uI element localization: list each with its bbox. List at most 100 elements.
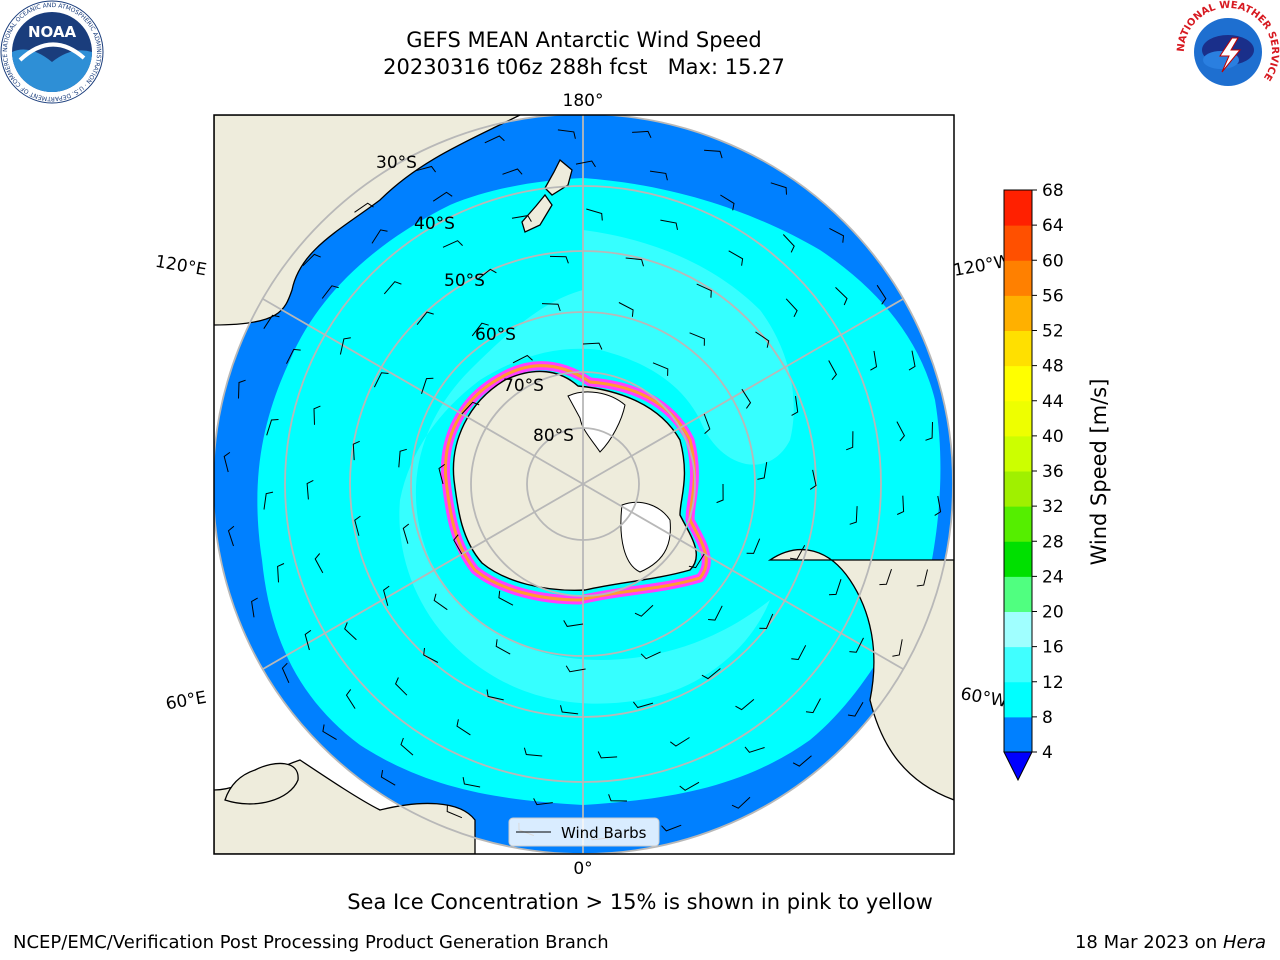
lon-label-120w: 120°W (952, 251, 1013, 281)
wind-barb (354, 515, 361, 536)
wind-barb (456, 719, 471, 736)
wind-barb (791, 645, 807, 661)
map-legend: Wind Barbs (508, 817, 660, 847)
wind-barb (416, 311, 434, 326)
madagascar-land (224, 762, 299, 805)
wind-barb (523, 747, 543, 757)
sea-ice-core (443, 364, 708, 602)
wind-barb (266, 419, 279, 436)
colorbar-tick-label: 28 (1042, 532, 1064, 552)
wind-barb (586, 208, 603, 221)
wind-barb (511, 215, 532, 222)
noaa-logo: NOAA NATIONAL OCEANIC AND ATMOSPHERIC AD… (0, 0, 104, 104)
wind-barb (344, 622, 357, 641)
lon-label-120e: 120°E (154, 252, 208, 281)
wind-barb (708, 605, 723, 621)
wind-barb (223, 451, 231, 473)
wind-barb (398, 448, 407, 468)
lon-label-60e: 60°E (164, 688, 208, 715)
wind-barb (835, 287, 848, 306)
wind-barb (625, 257, 644, 267)
wind-barb (720, 194, 735, 211)
colorbar-tick-label: 48 (1042, 357, 1064, 377)
wind-barb (846, 431, 854, 451)
colorbar-band (1004, 471, 1032, 507)
footer-machine: Hera (1222, 932, 1266, 953)
colorbar-tick-label: 44 (1042, 392, 1064, 412)
sea-ice-caption: Sea Ice Concentration > 15% is shown in … (347, 890, 933, 914)
wind-barb (402, 523, 410, 544)
wind-barb (339, 337, 351, 355)
wind-barb (263, 491, 274, 510)
wind-barb (423, 647, 439, 663)
wind-barb (689, 332, 705, 346)
wind-barb (415, 165, 437, 173)
wind-barb (352, 440, 360, 461)
wind-barb (879, 568, 892, 586)
wind-barb (565, 665, 586, 673)
wind-barb (916, 569, 928, 587)
wind-barb (314, 553, 324, 574)
wind-barb (263, 314, 280, 329)
wind-barb (304, 629, 312, 651)
wind-barb (575, 160, 596, 168)
wind-barb (354, 202, 374, 213)
wind-barb (453, 534, 463, 555)
wind-barb (670, 737, 690, 747)
colorbar-band (1004, 541, 1032, 577)
wind-barb (582, 342, 603, 350)
colorbar-tick-label: 36 (1042, 462, 1064, 482)
wind-barb (679, 781, 700, 791)
wind-barb (618, 302, 634, 317)
wind-barb (383, 281, 402, 295)
wind-barb (238, 379, 246, 399)
wind-barb (847, 702, 864, 717)
wind-barb (549, 255, 569, 264)
wind-barb (345, 689, 356, 709)
wind-barb (701, 668, 721, 680)
wind-barb (541, 303, 561, 312)
chart-title: GEFS MEAN Antarctic Wind Speed (406, 28, 762, 52)
legend-label: Wind Barbs (561, 824, 647, 842)
wind-barb (321, 285, 339, 299)
wind-barb (400, 737, 414, 756)
footer-date-text: 18 Mar 2023 on (1074, 932, 1223, 953)
map-frame (213, 114, 955, 855)
wind-barb (563, 620, 584, 627)
wind-barb (896, 495, 905, 515)
wind-barb (696, 283, 712, 298)
colorbar-tick-label: 52 (1042, 322, 1064, 342)
colorbar-band (1004, 295, 1032, 331)
wind-barb (484, 135, 505, 144)
lat-label-40s: 40°S (414, 214, 455, 234)
wind-barb (446, 804, 463, 819)
wind-barb (716, 483, 724, 504)
wind-barb (770, 182, 787, 195)
colorbar-under-arrow (1003, 751, 1033, 782)
wind-barb (433, 593, 448, 611)
nws-logo: NATIONAL WEATHER SERVICE (1176, 0, 1280, 102)
wind-barb (925, 421, 933, 441)
wind-barb (849, 637, 864, 653)
wind-barb (757, 462, 768, 480)
wind-barb (660, 219, 678, 230)
wind-barb (632, 130, 652, 139)
ronne-ice-shelf (620, 501, 671, 573)
colorbar-band (1004, 681, 1032, 718)
lat-label-30s: 30°S (376, 153, 417, 173)
wind-barb (746, 538, 761, 554)
colorbar-band (1004, 225, 1032, 261)
wind-barb (809, 469, 817, 490)
wind-barb (477, 268, 497, 280)
wind-barb (383, 585, 390, 606)
colorbar-tick-label: 8 (1042, 708, 1053, 728)
wind-barb (634, 604, 654, 617)
colorbar-tick-label: 32 (1042, 497, 1064, 517)
wind-barb (731, 796, 751, 809)
wind-barb (306, 479, 314, 500)
wind-barb (281, 662, 290, 684)
wind-barb (286, 348, 301, 364)
colorbar-tick-label: 60 (1042, 251, 1064, 271)
wind-barb (849, 506, 858, 525)
